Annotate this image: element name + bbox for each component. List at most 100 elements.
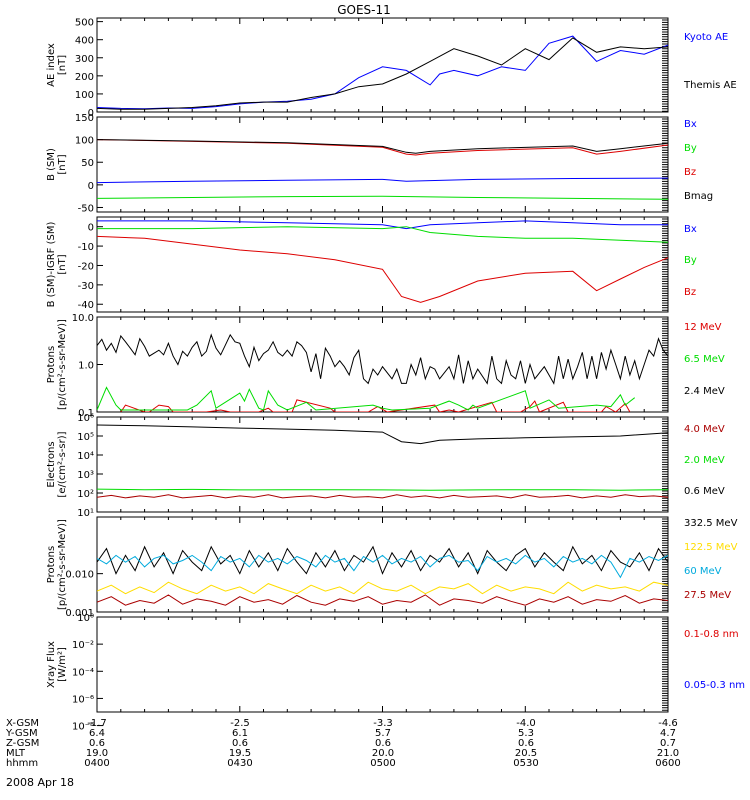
series-lines xyxy=(97,220,668,303)
y-axis-label: [e/(cm²-s-sr)] xyxy=(57,431,68,497)
y-tick-label: 10⁻⁴ xyxy=(72,667,94,678)
footer-row-label: X-GSM xyxy=(6,718,39,729)
y-axis-label: [nT] xyxy=(57,254,68,274)
series-line-bx xyxy=(97,177,668,184)
x-axis-ticks xyxy=(96,617,669,712)
y-tick-label: 10⁻⁸ xyxy=(72,722,94,733)
legend-entry: Bx xyxy=(684,119,697,130)
footer-value: 0.6 xyxy=(375,738,391,749)
y-axis-label: [nT] xyxy=(57,55,68,75)
footer-value: 19.5 xyxy=(229,748,251,759)
y-tick-label: 0 xyxy=(88,181,94,192)
y-tick-label: 300 xyxy=(75,54,94,65)
footer-value: 0.6 xyxy=(232,738,248,749)
panel-3: -40 -30 -20 -10 0 B (SM)-IGRF (SM) [nT] Bx By Bz xyxy=(46,216,697,313)
y-tick-label: 50 xyxy=(81,158,94,169)
y-axis-label: AE index xyxy=(46,43,57,87)
footer-value: 20.0 xyxy=(372,748,394,759)
series-line-122-5-mev xyxy=(97,581,668,595)
legend-entry: 6.5 MeV xyxy=(684,354,725,365)
series-line-bz xyxy=(97,235,668,303)
y-tick-label: 10⁴ xyxy=(77,451,94,462)
footer-value: 0530 xyxy=(513,758,538,769)
y-tick-label: 500 xyxy=(75,18,94,29)
legend-entry: By xyxy=(684,255,697,266)
legend-entry: Bz xyxy=(684,167,696,178)
chart-title: GOES-11 xyxy=(337,3,391,17)
y-axis-label: [W/m²] xyxy=(57,647,68,682)
y-axis-label: Electrons xyxy=(46,441,57,487)
y-axis-label: B (SM)-IGRF (SM) xyxy=(46,222,57,308)
series-line-bmag xyxy=(97,139,668,154)
legend-entry: Bz xyxy=(684,287,696,298)
y-tick-label: 10⁻⁶ xyxy=(72,694,94,705)
legend-entry: Themis AE xyxy=(683,80,737,91)
right-axis-ticks xyxy=(662,318,668,411)
x-axis-ticks xyxy=(96,417,669,512)
series-line-by xyxy=(97,195,668,200)
footer-value: 4.7 xyxy=(660,728,676,739)
y-tick-label: 150 xyxy=(75,113,94,124)
series-line-by xyxy=(97,226,668,243)
right-axis-ticks xyxy=(662,19,668,112)
y-tick-label: 10⁰ xyxy=(77,613,94,624)
legend-entry: 0.6 MeV xyxy=(684,486,725,497)
series-lines xyxy=(97,35,668,110)
y-tick-label: 0.001 xyxy=(65,608,94,619)
y-tick-label: 10¹ xyxy=(77,508,94,519)
panel-1: 0 100 200 300 400 500 AE index [nT] Kyoto AE Them… xyxy=(46,17,737,119)
series-line-6-5-mev xyxy=(97,386,636,411)
y-tick-label: 100 xyxy=(75,90,94,101)
footer-row-label: MLT xyxy=(6,748,26,759)
y-tick-label: 10.0 xyxy=(72,313,94,324)
series-line-2-0-mev xyxy=(97,488,668,491)
footer-value: 0.6 xyxy=(89,738,105,749)
series-lines xyxy=(97,139,668,200)
footer-value: 5.7 xyxy=(375,728,391,739)
footer-value: 0600 xyxy=(655,758,680,769)
legend-entry: Bx xyxy=(684,224,697,235)
series-line-60-mev xyxy=(97,554,668,579)
series-lines xyxy=(97,333,668,412)
series-line-kyoto-ae xyxy=(97,35,668,110)
legend-entry: By xyxy=(684,143,697,154)
y-axis-label: [nT] xyxy=(57,154,68,174)
footer-value: 0430 xyxy=(227,758,252,769)
y-tick-label: 0.1 xyxy=(78,408,94,419)
right-axis-ticks xyxy=(662,518,668,611)
footer-value: -2.5 xyxy=(230,718,250,729)
legend-entry: 0.05-0.3 nm xyxy=(684,680,745,691)
y-tick-label: 0 xyxy=(88,108,94,119)
y-tick-label: -30 xyxy=(78,281,94,292)
footer-row-label: Y-GSM xyxy=(5,728,38,739)
legend-entry: 2.0 MeV xyxy=(684,455,725,466)
x-axis-ticks xyxy=(96,517,669,612)
legend-entry: 4.0 MeV xyxy=(684,424,725,435)
x-axis-ticks xyxy=(96,18,669,112)
y-tick-label: -10 xyxy=(78,242,94,253)
series-line-4-0-mev xyxy=(97,494,668,499)
y-axis-label: Protons xyxy=(46,346,57,383)
panel-2: -50 0 50 100 150 B (SM) [nT] Bx By Bz Bmag xyxy=(46,113,713,214)
legend-entry: 332.5 MeV xyxy=(684,518,738,529)
footer-value: 21.0 xyxy=(657,748,679,759)
footer-value: 0500 xyxy=(370,758,395,769)
panel-frame xyxy=(96,216,669,313)
x-axis-ticks xyxy=(96,317,669,412)
y-tick-label: 0.010 xyxy=(65,570,94,581)
footer-value: 20.5 xyxy=(515,748,537,759)
series-lines xyxy=(97,545,668,606)
y-tick-label: -20 xyxy=(78,261,94,272)
y-tick-label: -50 xyxy=(78,203,94,214)
legend-entry: 122.5 MeV xyxy=(684,542,738,553)
series-line-bz xyxy=(97,139,668,156)
legend-entry: 2.4 MeV xyxy=(684,386,725,397)
footer-value: 6.1 xyxy=(232,728,248,739)
y-axis-label: B (SM) xyxy=(46,148,57,181)
right-axis-ticks xyxy=(662,618,668,711)
x-axis-ticks xyxy=(96,217,669,312)
panel-6: 0.001 0.010 Protons [p/(cm²-s-sr-MeV)] 332.5… xyxy=(46,516,738,619)
y-tick-label: 10⁵ xyxy=(77,432,94,443)
